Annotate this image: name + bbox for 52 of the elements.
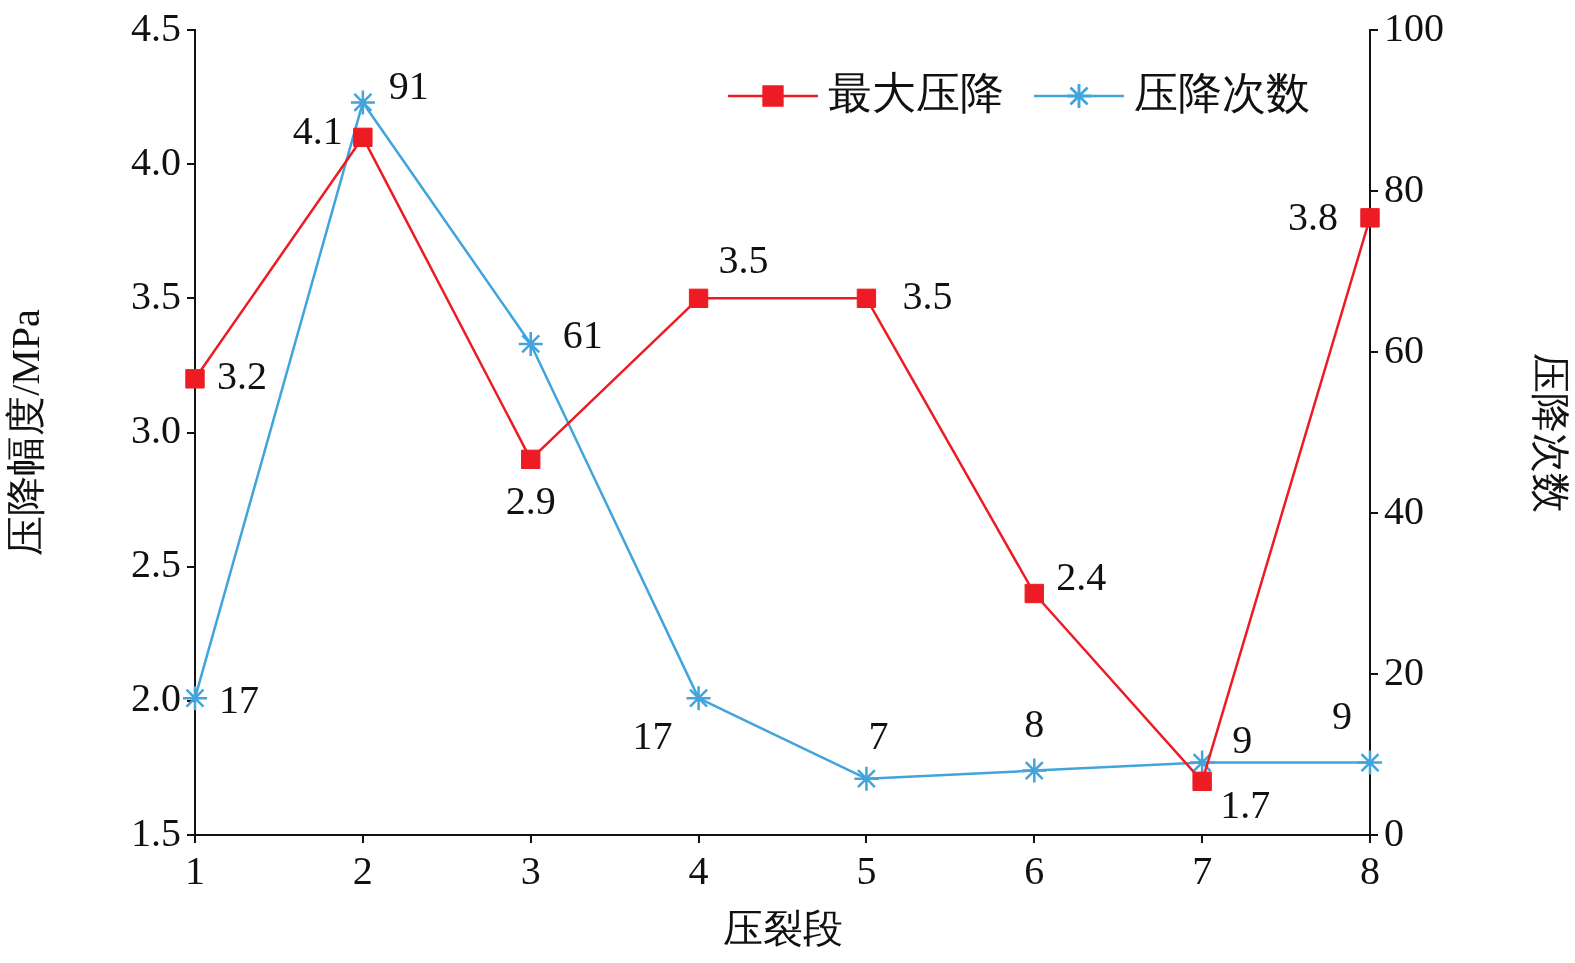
- point: [1192, 771, 1212, 792]
- legend-label: 最大压降: [828, 68, 1004, 118]
- data-label: 2.4: [1056, 554, 1107, 599]
- y2-tick-label: 100: [1384, 4, 1444, 50]
- x-tick-label: 6: [1024, 847, 1045, 893]
- x-tick-label: 8: [1360, 847, 1380, 893]
- point: [856, 768, 877, 789]
- point: [1360, 208, 1380, 228]
- y2-tick-label: 80: [1384, 165, 1424, 211]
- x-axis-title: 压裂段: [722, 905, 843, 951]
- data-label: 3.5: [902, 272, 953, 318]
- legend-label: 压降次数: [1134, 68, 1310, 118]
- data-label: 2.9: [505, 477, 556, 523]
- data-label: 17: [219, 676, 259, 722]
- data-label: 7: [868, 713, 889, 759]
- point: [688, 288, 709, 309]
- point: [1024, 760, 1045, 781]
- x-tick-label: 1: [185, 847, 205, 893]
- y2-tick-label: 20: [1384, 648, 1424, 694]
- y2-axis-title: 压降次数: [1527, 352, 1573, 513]
- y-tick-label: 4.0: [131, 138, 181, 184]
- data-label: 9: [1232, 717, 1253, 763]
- y-axis-title: 压降幅度/MPa: [2, 308, 48, 556]
- point: [353, 127, 373, 148]
- y-tick-label: 3.5: [131, 272, 181, 318]
- x-tick-label: 7: [1192, 847, 1213, 893]
- data-label: 61: [562, 312, 603, 358]
- y2-tick-label: 0: [1384, 809, 1404, 855]
- x-tick-label: 3: [520, 847, 541, 893]
- point: [1024, 583, 1044, 604]
- x-tick-label: 2: [352, 847, 373, 893]
- y-tick-label: 2.0: [131, 675, 181, 721]
- data-label: 1.7: [1220, 781, 1271, 827]
- point: [856, 288, 877, 309]
- x-tick-label: 5: [856, 847, 877, 893]
- point: [521, 449, 541, 470]
- y2-tick-label: 60: [1384, 326, 1424, 372]
- data-label: 91: [388, 62, 429, 108]
- y-tick-label: 1.5: [131, 809, 181, 855]
- data-label: 3.5: [718, 236, 769, 282]
- data-label: 9: [1332, 693, 1352, 739]
- data-label: 8: [1024, 701, 1045, 747]
- y-tick-label: 3.0: [131, 407, 181, 452]
- data-label: 3.2: [217, 353, 267, 399]
- y2-tick-label: 40: [1384, 487, 1424, 533]
- data-label: 17: [632, 712, 673, 758]
- y-tick-label: 4.5: [131, 4, 181, 50]
- y-tick-label: 2.5: [131, 541, 181, 587]
- x-tick-label: 4: [688, 847, 709, 893]
- point: [185, 369, 205, 389]
- data-label: 4.1: [292, 107, 343, 153]
- data-label: 3.8: [1288, 194, 1338, 240]
